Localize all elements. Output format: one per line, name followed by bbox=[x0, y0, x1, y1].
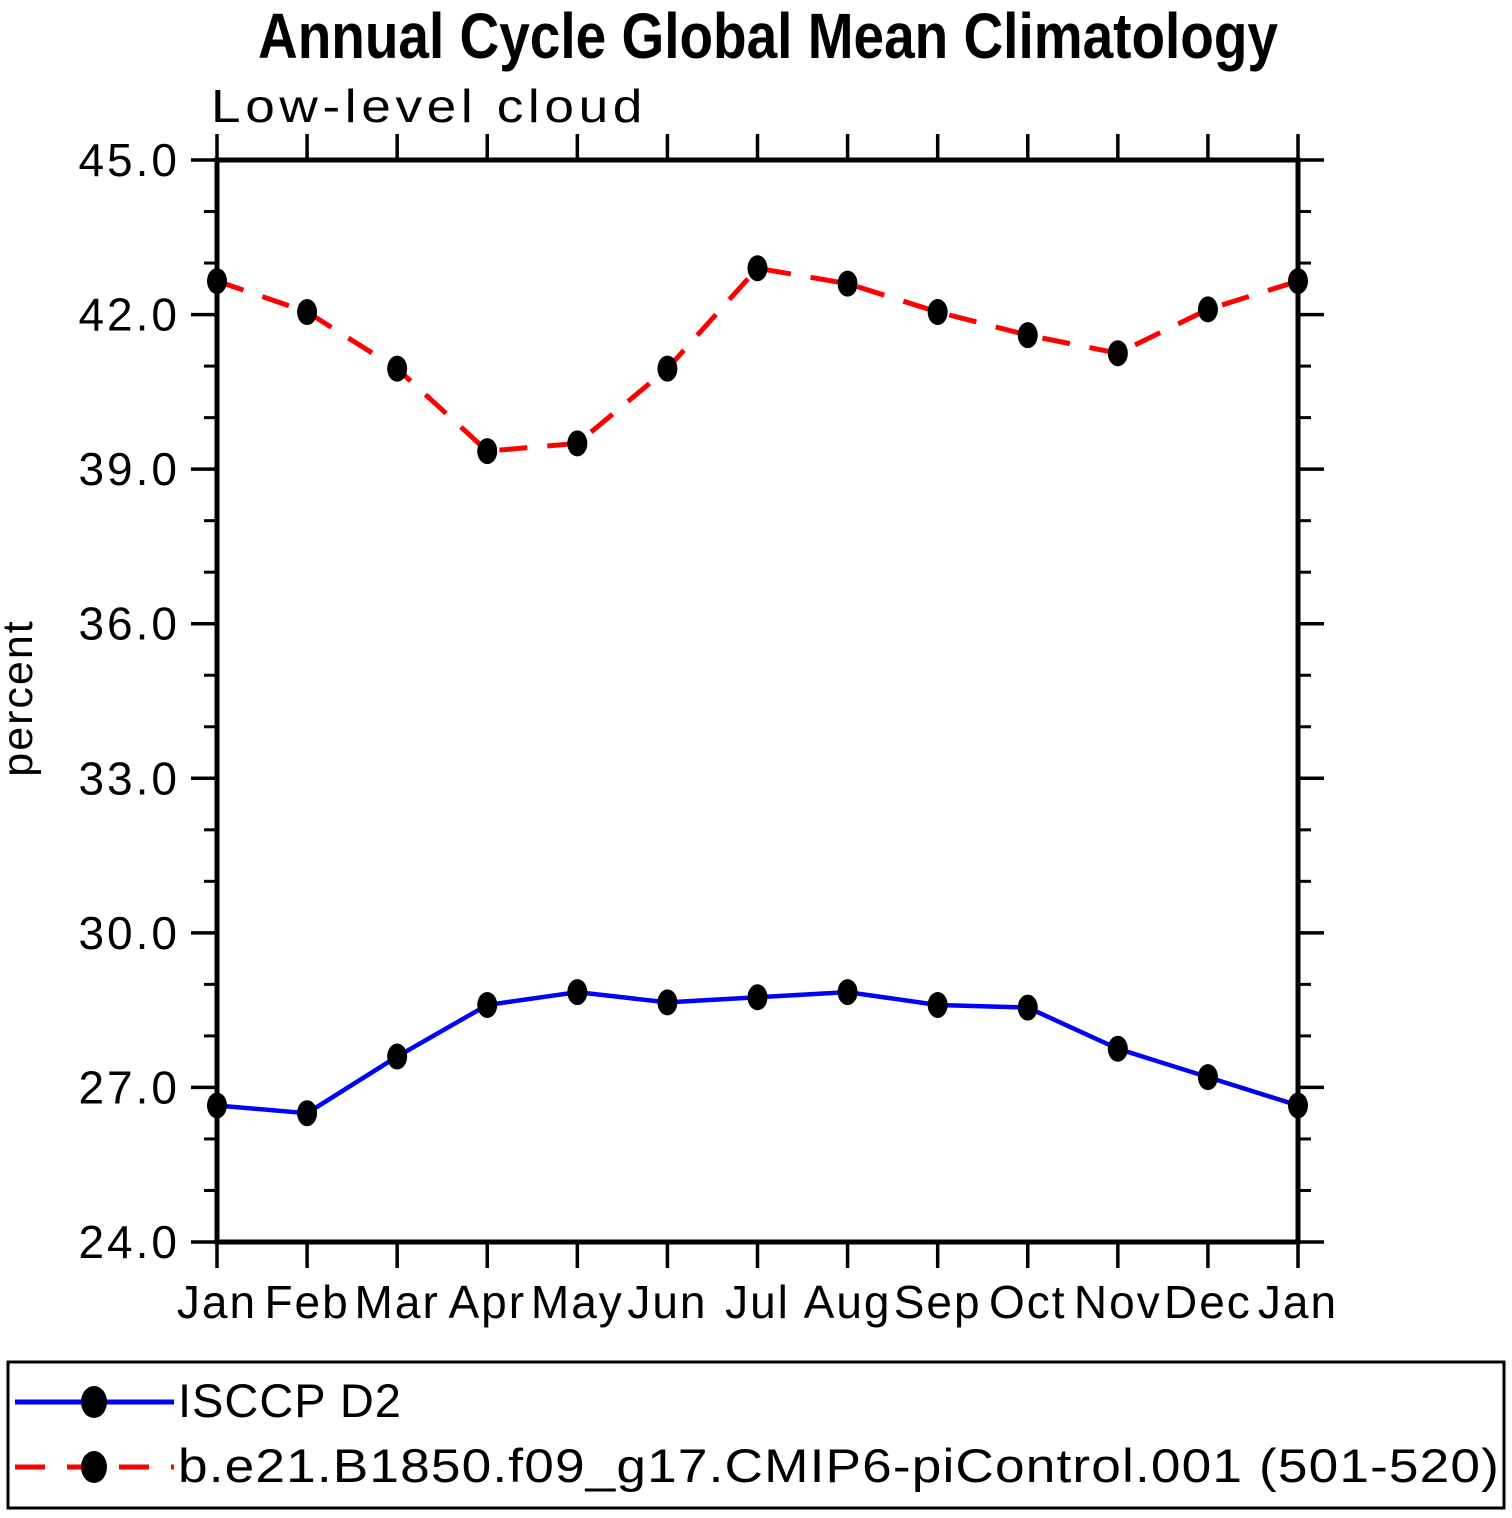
data-point-0-Jun bbox=[657, 989, 678, 1016]
legend-label-obs: ISCCP D2 bbox=[178, 1374, 402, 1427]
y-tick-label: 36.0 bbox=[78, 598, 180, 650]
x-tick-label: Jun bbox=[627, 1276, 707, 1328]
data-point-0-Dec bbox=[1197, 1064, 1218, 1091]
legend-label-model: b.e21.B1850.f09_g17.CMIP6-piControl.001 … bbox=[178, 1439, 1500, 1492]
data-point-0-Jan bbox=[207, 1092, 227, 1119]
data-series bbox=[207, 255, 1308, 1127]
chart-subtitle: Low-level cloud bbox=[211, 80, 647, 132]
data-point-0-Apr bbox=[477, 991, 498, 1018]
data-point-0-Jul bbox=[747, 984, 768, 1011]
data-point-0-May bbox=[567, 979, 588, 1006]
x-tick-label: Aug bbox=[804, 1276, 892, 1328]
legend-marker-model bbox=[81, 1451, 107, 1483]
data-point-1-Nov bbox=[1107, 340, 1128, 367]
data-point-1-Sep bbox=[927, 298, 948, 325]
legend-entry-model: b.e21.B1850.f09_g17.CMIP6-piControl.001 … bbox=[15, 1439, 1500, 1492]
y-tick-label: 33.0 bbox=[78, 752, 180, 804]
plot-border bbox=[214, 157, 1301, 1245]
series-line-1 bbox=[216, 265, 1299, 454]
legend-marker-obs bbox=[81, 1386, 107, 1418]
legend-border bbox=[6, 1360, 1506, 1510]
x-tick-label: Sep bbox=[894, 1276, 982, 1328]
y-tick-label: 27.0 bbox=[78, 1061, 180, 1113]
data-point-1-Feb bbox=[297, 298, 318, 325]
data-point-1-Dec bbox=[1197, 296, 1218, 323]
x-tick-label: Apr bbox=[448, 1276, 526, 1328]
x-tick-label: May bbox=[531, 1276, 624, 1328]
x-tick-label: Jan bbox=[1258, 1276, 1338, 1328]
data-point-1-Aug bbox=[837, 270, 858, 297]
x-tick-label: Nov bbox=[1074, 1276, 1162, 1328]
data-point-0-Feb bbox=[297, 1100, 318, 1127]
data-point-1-Oct bbox=[1017, 322, 1038, 349]
x-tick-label: Jan bbox=[177, 1276, 257, 1328]
chart-title: Annual Cycle Global Mean Climatology bbox=[258, 0, 1278, 72]
data-point-1-Apr bbox=[477, 438, 498, 465]
x-tick-label: Mar bbox=[355, 1276, 440, 1328]
data-point-0-Oct bbox=[1017, 994, 1038, 1021]
data-point-1-Jul bbox=[747, 255, 768, 282]
y-tick-label: 24.0 bbox=[78, 1216, 180, 1268]
y-tick-label: 45.0 bbox=[78, 134, 180, 186]
x-tick-label: Jul bbox=[725, 1276, 790, 1328]
data-point-0-Sep bbox=[927, 991, 948, 1018]
legend-entry-obs: ISCCP D2 bbox=[15, 1374, 402, 1427]
x-tick-label: Dec bbox=[1164, 1276, 1252, 1328]
data-point-0-Jan bbox=[1288, 1092, 1308, 1119]
y-tick-label: 39.0 bbox=[78, 443, 180, 495]
y-tick-label: 30.0 bbox=[78, 907, 180, 959]
x-tick-label: Feb bbox=[264, 1276, 349, 1328]
data-point-0-Mar bbox=[387, 1043, 408, 1070]
y-axis-label: percent bbox=[0, 619, 42, 776]
data-point-0-Nov bbox=[1107, 1035, 1128, 1062]
data-point-0-Aug bbox=[837, 979, 858, 1006]
data-point-1-May bbox=[567, 430, 588, 457]
data-point-1-Jan bbox=[1288, 268, 1308, 295]
data-point-1-Mar bbox=[387, 355, 408, 382]
series-line-0 bbox=[216, 989, 1299, 1116]
legend: ISCCP D2 b.e21.B1850.f09_g17.CMIP6-piCon… bbox=[6, 1360, 1506, 1510]
x-tick-label: Oct bbox=[989, 1276, 1067, 1328]
data-point-1-Jan bbox=[207, 268, 227, 295]
data-point-1-Jun bbox=[657, 355, 678, 382]
y-tick-label: 42.0 bbox=[78, 289, 180, 341]
